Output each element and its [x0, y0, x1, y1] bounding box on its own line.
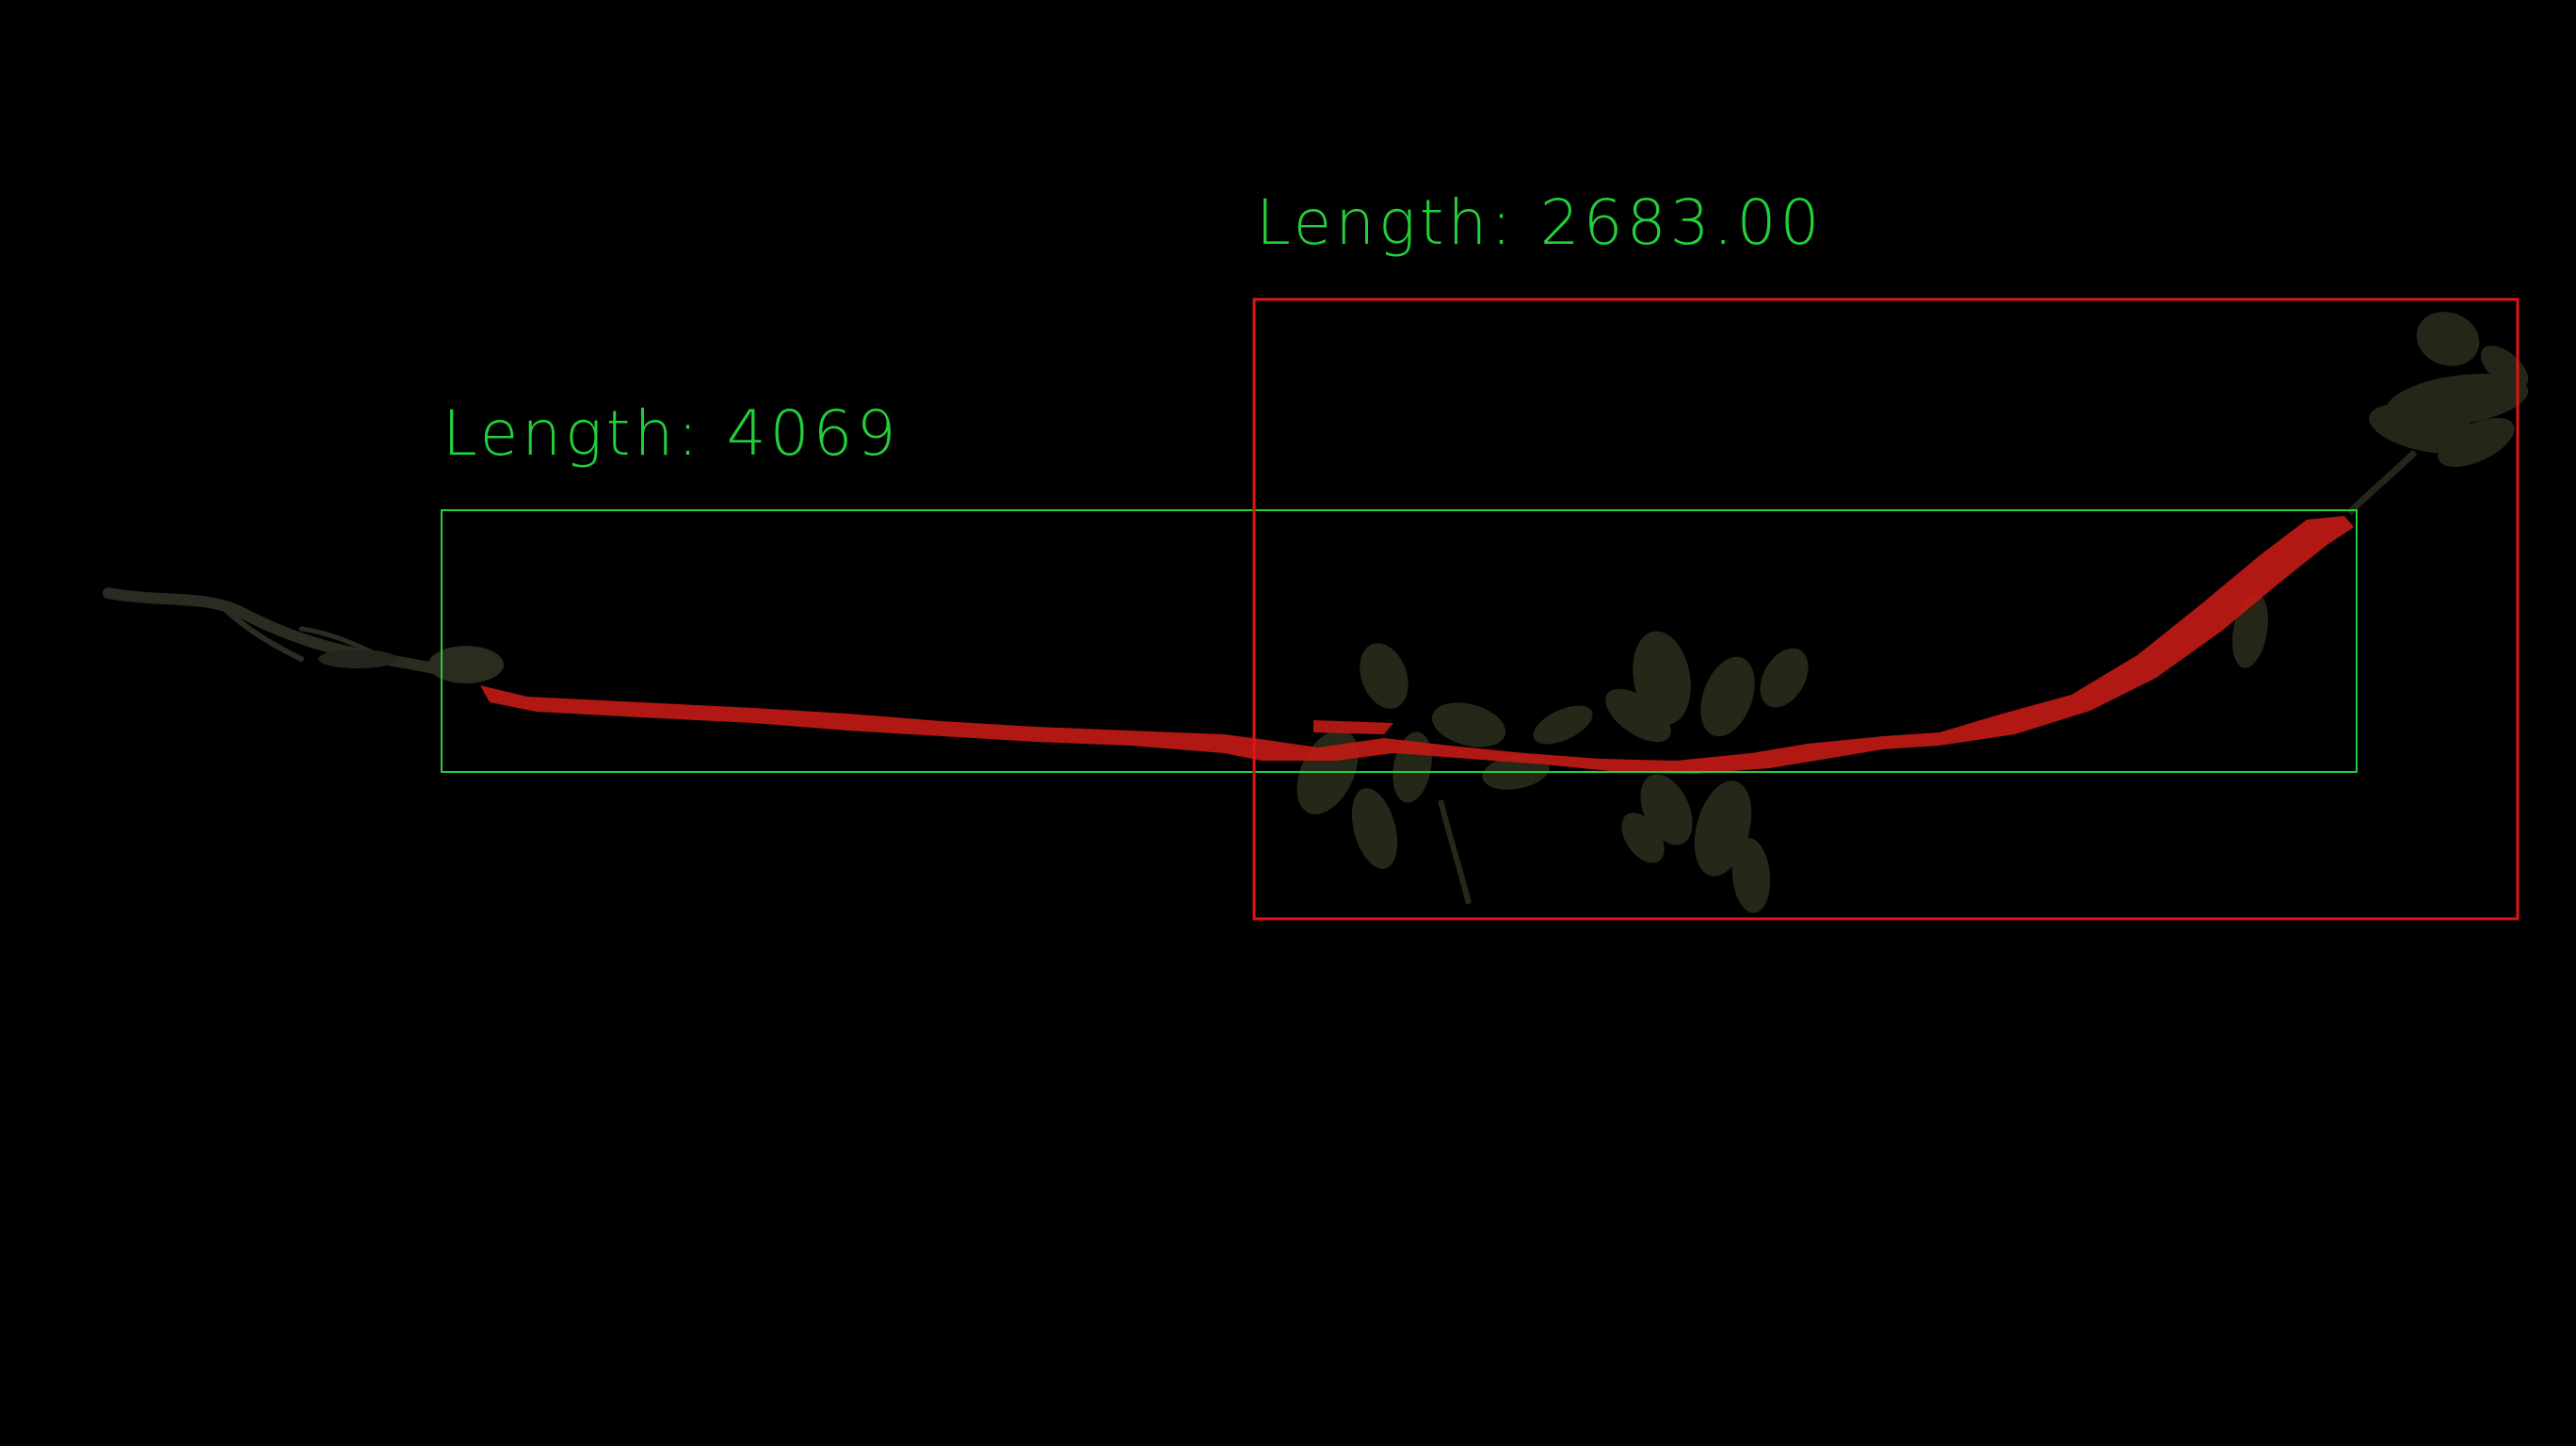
leaf	[1700, 656, 1755, 737]
leaf	[1605, 688, 1671, 743]
secondary-length-label: Length: 2683.00	[1256, 192, 1824, 254]
leaf	[2416, 312, 2480, 366]
root-tail-nodule	[428, 646, 504, 683]
secondary-length-value: 2683.00	[1539, 186, 1824, 259]
leaf	[1760, 648, 1809, 708]
root-tail-branch	[223, 607, 304, 662]
primary-length-label: Length: 4069	[443, 403, 900, 465]
primary-length-key: Length:	[443, 397, 702, 470]
root-tail	[103, 587, 504, 683]
leaf	[1360, 643, 1409, 709]
leaf	[1731, 838, 1771, 913]
stem	[2346, 449, 2418, 516]
leaf	[2438, 418, 2515, 467]
leaf	[1533, 705, 1593, 745]
leaf	[1431, 702, 1506, 747]
leaf	[1351, 788, 1398, 869]
stem	[1438, 799, 1472, 905]
primary-length-value: 4069	[726, 397, 900, 470]
leaf	[1621, 812, 1665, 863]
secondary-length-key: Length:	[1256, 186, 1516, 259]
secondary-measurement-box	[1252, 297, 2520, 921]
foliage-cluster-right	[1605, 631, 1809, 913]
root-tail-nodule	[318, 650, 397, 668]
root-mask-branch	[1313, 720, 1393, 734]
primary-measurement-box	[441, 509, 2358, 773]
